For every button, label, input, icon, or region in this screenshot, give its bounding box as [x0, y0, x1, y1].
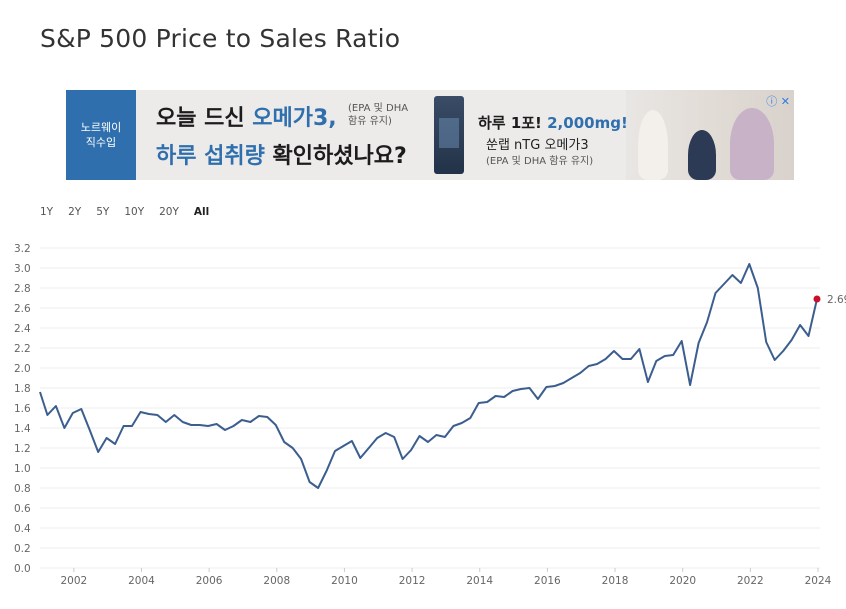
range-button-1y[interactable]: 1Y: [40, 206, 54, 218]
y-tick-label: 1.6: [14, 403, 31, 415]
ad-headline-1a: 오늘 드신: [156, 106, 253, 131]
y-tick-label: 2.2: [14, 343, 31, 355]
ad-right-1b: 2,000mg!: [547, 114, 628, 132]
y-tick-label: 2.6: [14, 303, 31, 315]
y-tick-label: 0.0: [14, 563, 31, 575]
y-tick-label: 2.4: [14, 323, 31, 335]
x-tick-label: 2016: [534, 575, 561, 587]
price-to-sales-chart: 0.0 0.2 0.4 0.6 0.8 1.0 1.2 1.4 1.6 1.8 2.0 2.2 2.4 2…: [14, 243, 846, 587]
x-tick-label: 2006: [196, 575, 223, 587]
x-tick-label: 2018: [602, 575, 629, 587]
ad-right-headline: 하루 1포! 2,000mg!: [478, 112, 628, 133]
x-tick-label: 2010: [331, 575, 358, 587]
range-button-5y[interactable]: 5Y: [96, 206, 110, 218]
y-tick-label: 0.8: [14, 483, 31, 495]
range-selector: 1Y 2Y 5Y 10Y 20Y All: [40, 206, 209, 218]
ad-person-2: [688, 130, 716, 180]
x-tick-label: 2022: [737, 575, 764, 587]
ad-person-1: [638, 110, 668, 180]
ad-family-photo: [626, 90, 794, 180]
ad-person-3: [730, 108, 774, 180]
x-tick-label: 2020: [669, 575, 696, 587]
y-tick-label: 0.2: [14, 543, 31, 555]
x-tick-label: 2014: [466, 575, 493, 587]
range-button-all[interactable]: All: [193, 206, 210, 218]
y-tick-label: 2.0: [14, 363, 31, 375]
y-tick-label: 1.4: [14, 423, 31, 435]
range-button-2y[interactable]: 2Y: [68, 206, 82, 218]
y-tick-label: 1.2: [14, 443, 31, 455]
ad-headline-1: 오늘 드신 오메가3,: [156, 100, 337, 132]
y-tick-label: 1.8: [14, 383, 31, 395]
ad-badge-line1: 노르웨이: [80, 121, 122, 134]
x-tick-label: 2002: [60, 575, 87, 587]
ad-headline-1b: 오메가3,: [252, 106, 337, 131]
ad-product-image: [434, 96, 464, 174]
ad-headline-2: 하루 섭취량 확인하셨나요?: [156, 138, 407, 170]
ad-subtext: (EPA 및 DHA 함유 유지): [348, 103, 409, 127]
x-tick-label: 2004: [128, 575, 155, 587]
y-tick-label: 1.0: [14, 463, 31, 475]
ad-right-note: (EPA 및 DHA 함유 유지): [486, 156, 594, 167]
y-tick-label: 3.2: [14, 243, 31, 255]
ad-headline-2a: 하루 섭취량: [156, 144, 265, 169]
x-tick-label: 2012: [399, 575, 426, 587]
range-button-20y[interactable]: 20Y: [159, 206, 179, 218]
range-button-10y[interactable]: 10Y: [124, 206, 145, 218]
y-tick-label: 2.8: [14, 283, 31, 295]
page-title: S&P 500 Price to Sales Ratio: [40, 24, 401, 53]
ad-right-product: 쑨랩 nTG 오메가3: [486, 138, 589, 153]
ad-badge: 노르웨이 직수입: [66, 90, 136, 180]
advertisement-banner[interactable]: 노르웨이 직수입 오늘 드신 오메가3, (EPA 및 DHA 함유 유지) 하…: [66, 90, 794, 180]
ad-headline-2b: 확인하셨나요?: [264, 144, 407, 169]
ad-right-1a: 하루 1포!: [478, 114, 548, 132]
last-value-label: 2.69: [827, 294, 846, 306]
y-tick-label: 0.6: [14, 503, 31, 515]
x-tick-label: 2008: [263, 575, 290, 587]
ad-badge-line2: 직수입: [85, 136, 117, 149]
ad-close-icon[interactable]: ⓘ ✕: [766, 95, 790, 108]
x-tick-label: 2024: [805, 575, 832, 587]
last-value-marker: [813, 295, 821, 303]
y-tick-label: 3.0: [14, 263, 31, 275]
series-line: [39, 263, 818, 489]
y-tick-label: 0.4: [14, 523, 31, 535]
